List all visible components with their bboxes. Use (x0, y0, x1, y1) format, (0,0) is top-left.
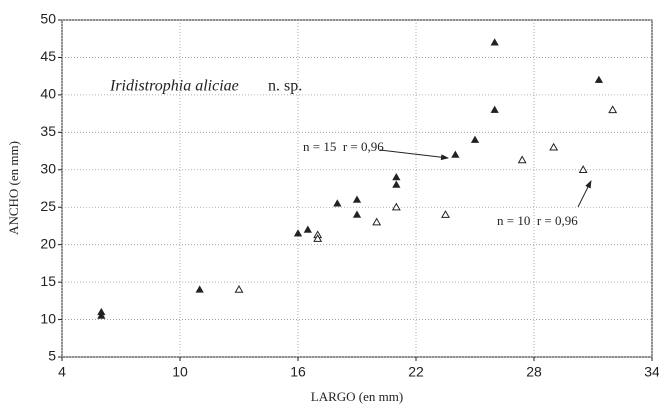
x-tick-label: 22 (408, 364, 424, 380)
point (333, 199, 342, 207)
y-tick-label: 40 (40, 86, 56, 102)
y-tick-label: 45 (40, 48, 56, 64)
x-tick-label: 34 (644, 364, 659, 380)
point (594, 75, 604, 83)
point (451, 150, 460, 158)
annotation: n = 15 r = 0,96 (303, 139, 384, 154)
y-tick-label: 5 (48, 348, 56, 364)
chart-title: Iridistrophia aliciae (109, 78, 239, 95)
point (490, 105, 499, 113)
y-tick-label: 35 (40, 123, 56, 139)
y-tick-label: 20 (40, 235, 56, 251)
arrow (577, 180, 592, 208)
y-axis-label: ANCHO (en mm) (6, 141, 21, 235)
x-tick-label: 28 (526, 364, 542, 380)
y-tick-label: 25 (40, 198, 56, 214)
point (391, 202, 401, 211)
point (97, 311, 106, 319)
point (372, 217, 382, 226)
chart-title-suffix: n. sp. (268, 78, 302, 95)
point (195, 285, 204, 293)
point (352, 195, 362, 203)
point (352, 210, 362, 218)
x-axis-label: LARGO (en mm) (311, 389, 403, 404)
arrow (379, 149, 449, 161)
y-tick-label: 50 (40, 11, 56, 27)
annotation: n = 10 r = 0,96 (497, 213, 578, 228)
point (441, 210, 450, 218)
y-tick-label: 15 (40, 273, 56, 289)
x-tick-label: 16 (290, 364, 306, 380)
point (490, 38, 499, 46)
point (313, 234, 323, 242)
x-tick-label: 10 (172, 364, 188, 380)
point (470, 135, 480, 143)
point (392, 180, 401, 188)
point (578, 165, 588, 173)
y-tick-label: 10 (40, 310, 56, 326)
point (608, 105, 618, 114)
point (303, 225, 312, 233)
y-tick-label: 30 (40, 160, 56, 176)
point (234, 284, 244, 293)
point (392, 173, 401, 181)
plot-frame (61, 19, 653, 358)
point (549, 142, 559, 151)
x-tick-label: 4 (58, 364, 66, 380)
point (517, 155, 527, 164)
point (293, 229, 303, 237)
